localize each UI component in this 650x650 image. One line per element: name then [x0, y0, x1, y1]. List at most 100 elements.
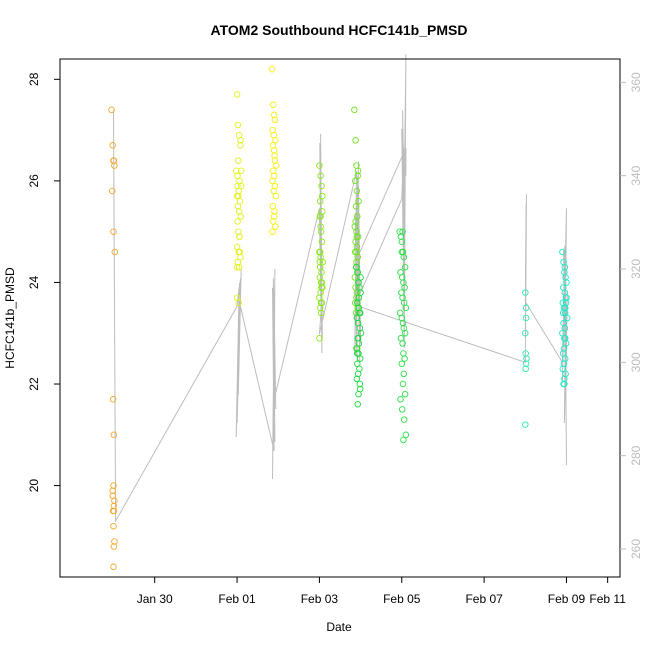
data-point [356, 385, 364, 393]
data-point [272, 223, 279, 230]
data-point [354, 401, 361, 408]
data-point [110, 431, 118, 439]
data-point [237, 137, 244, 144]
data-point [318, 238, 326, 246]
data-point [522, 304, 530, 312]
data-point [351, 177, 359, 185]
data-point [317, 228, 325, 235]
series-8 [559, 248, 571, 388]
data-point [522, 360, 530, 367]
data-point [522, 365, 529, 373]
data-point [110, 522, 117, 530]
data-point [111, 162, 118, 169]
x-tick-label: Feb 11 [589, 592, 626, 606]
data-point [561, 380, 568, 388]
data-point [561, 304, 569, 312]
data-point [560, 345, 568, 352]
data-point [236, 233, 243, 240]
data-point [356, 355, 364, 362]
data-point [233, 294, 241, 301]
series-0 [108, 106, 119, 571]
y2-tick-label: 320 [629, 259, 643, 279]
data-point [110, 502, 118, 510]
data-point [318, 182, 325, 190]
data-point [109, 396, 117, 403]
data-point [236, 248, 244, 256]
y-tick-label: 20 [27, 479, 41, 493]
plot-frame [59, 58, 621, 578]
data-point [318, 279, 326, 286]
data-point [234, 121, 242, 129]
altitude-line [113, 54, 568, 523]
data-point [269, 177, 276, 185]
series-2 [268, 65, 280, 235]
data-point [353, 248, 360, 256]
x-axis-label: Date [326, 620, 352, 634]
data-point [271, 152, 278, 159]
y-tick-label: 22 [27, 377, 41, 391]
y2-tick-label: 360 [629, 72, 643, 92]
data-point [233, 91, 241, 98]
data-point [564, 314, 571, 322]
data-point [353, 375, 361, 383]
series-3 [316, 162, 326, 342]
y2-tick-label: 340 [629, 165, 643, 185]
data-point [270, 101, 277, 108]
data-point [400, 370, 408, 378]
data-point [398, 248, 406, 256]
data-point [354, 269, 361, 276]
data-point [271, 208, 278, 215]
data-point [351, 106, 358, 114]
data-point [108, 106, 115, 114]
data-point [319, 192, 326, 200]
data-point [354, 350, 361, 357]
data-point [316, 258, 324, 266]
data-point [401, 329, 409, 337]
data-point [109, 142, 116, 149]
data-point [401, 284, 408, 291]
data-point [271, 157, 279, 164]
y-axis: 20 22 24 26 28 [27, 72, 60, 492]
y2-tick-label: 280 [629, 445, 643, 465]
data-point [111, 248, 119, 256]
data-point [522, 421, 529, 428]
data-point [563, 279, 570, 286]
data-point [271, 116, 279, 124]
x-tick-label: Feb 05 [383, 592, 421, 606]
x-tick-label: Jan 30 [137, 592, 173, 606]
data-point [352, 137, 359, 144]
data-point [235, 192, 242, 200]
series-5 [396, 228, 410, 444]
data-point [233, 263, 241, 271]
data-point [522, 289, 529, 296]
y-tick-label: 26 [27, 174, 41, 188]
data-point [237, 213, 245, 220]
data-point [352, 218, 359, 225]
data-point [522, 329, 529, 337]
data-point [353, 187, 361, 195]
data-point [355, 197, 362, 205]
data-point [402, 304, 410, 312]
data-point [270, 111, 278, 119]
data-point [522, 314, 530, 322]
data-point [562, 299, 570, 307]
data-point [401, 390, 409, 398]
chart-title: ATOM2 Southbound HCFC141b_PMSD [211, 22, 468, 38]
y2-tick-label: 260 [629, 539, 643, 559]
data-point [561, 324, 569, 332]
data-point [111, 538, 118, 545]
data-point [559, 248, 566, 256]
data-point [317, 223, 324, 230]
data-point [399, 340, 406, 347]
data-point [355, 294, 363, 301]
data-point [353, 258, 360, 266]
data-point [401, 355, 408, 362]
y2-tick-label: 300 [629, 352, 643, 372]
data-point [351, 299, 359, 307]
data-point [561, 335, 569, 342]
data-point [354, 335, 362, 342]
data-point [399, 380, 407, 388]
data-point [268, 65, 276, 73]
data-point [354, 167, 362, 174]
